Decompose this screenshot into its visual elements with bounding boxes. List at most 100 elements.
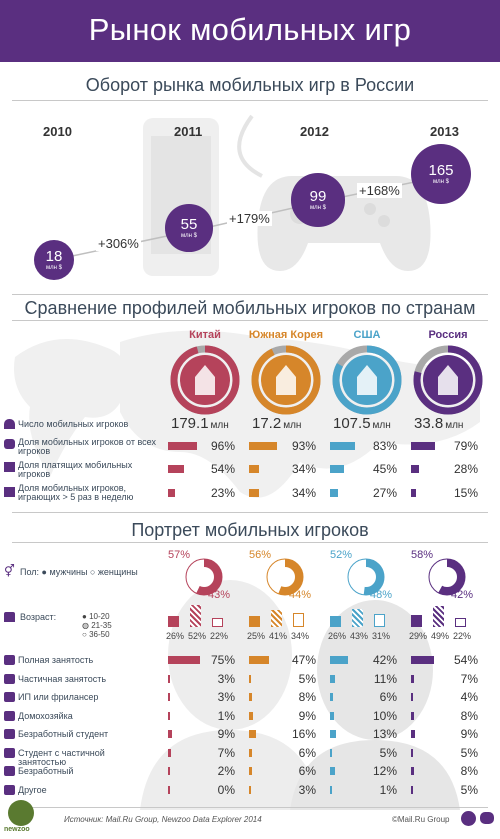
briefcase-icon xyxy=(4,655,15,665)
occupation-label: Домохозяйка xyxy=(18,710,73,721)
country-ring-icon xyxy=(413,345,483,415)
gender-donut xyxy=(266,558,304,596)
men-pct: 52% xyxy=(330,549,353,561)
age-bar xyxy=(374,613,385,627)
women-pct: 44% xyxy=(289,589,312,601)
occupation-value: 10% xyxy=(372,708,397,723)
occupation-bar xyxy=(168,730,172,738)
row-label: Доля мобильных игроков, играющих > 5 раз… xyxy=(18,483,134,502)
age-value: 34% xyxy=(291,631,310,641)
occupation-bar xyxy=(330,730,336,738)
age-label: Возраст: xyxy=(20,612,57,622)
occupation-bar xyxy=(249,785,251,794)
silhouette-background xyxy=(140,580,460,810)
occupation-bar xyxy=(330,767,336,775)
divider xyxy=(12,512,488,513)
occupation-value: 1% xyxy=(217,708,235,723)
share-bar xyxy=(411,489,416,497)
players-value: 33.8 млн xyxy=(414,415,464,432)
share-value: 15% xyxy=(453,486,478,500)
age-value: 22% xyxy=(453,631,472,641)
divider xyxy=(12,100,488,101)
age-value: 22% xyxy=(210,631,229,641)
share-bar xyxy=(411,442,435,450)
occupation-bar xyxy=(411,711,415,720)
divider xyxy=(12,542,488,543)
age-value: 52% xyxy=(188,631,207,641)
row-label: Число мобильных игроков xyxy=(18,419,129,429)
occupation-bar xyxy=(330,693,333,701)
occupation-value: 5% xyxy=(460,782,478,797)
men-pct: 57% xyxy=(168,549,191,561)
occupation-value: 6% xyxy=(298,764,316,778)
share-value: 93% xyxy=(291,439,316,453)
occupation-value: 3% xyxy=(217,671,235,686)
id-card-icon xyxy=(4,692,15,702)
occupation-bar xyxy=(330,711,335,720)
occupation-bar xyxy=(249,767,252,775)
occupation-bar xyxy=(330,785,332,794)
row-label: Доля платящих мобильных игроков xyxy=(18,460,133,479)
gender-donut xyxy=(185,558,223,596)
occupation-value: 1% xyxy=(379,782,397,797)
occupation-value: 3% xyxy=(217,690,235,704)
growth-label: +168% xyxy=(357,183,402,198)
year-label: 2011 xyxy=(174,124,203,139)
package-icon xyxy=(4,462,15,472)
age-bar xyxy=(330,616,341,627)
occupation-value: 12% xyxy=(372,764,397,778)
occupation-value: 2% xyxy=(217,764,235,778)
occupation-bar xyxy=(411,730,415,738)
country-name: Китай xyxy=(189,329,221,341)
age-bar xyxy=(168,616,179,627)
newzoo-logo-text: newzoo xyxy=(4,826,30,833)
gender-legend: Пол: ● мужчины ○ женщины xyxy=(20,567,138,577)
women-pct: 48% xyxy=(370,589,393,601)
share-value: 79% xyxy=(453,439,478,453)
market-title: Оборот рынка мобильных игр в России xyxy=(85,75,415,95)
occupation-value: 75% xyxy=(210,653,235,667)
age-legend: ● 10-20 ◍ 21-35 ○ 36-50 xyxy=(82,612,112,639)
share-bar xyxy=(168,489,175,497)
occupation-value: 4% xyxy=(460,690,478,704)
age-value: 41% xyxy=(269,631,288,641)
year-label: 2012 xyxy=(300,124,329,139)
age-bar xyxy=(190,605,201,627)
student-work-icon xyxy=(4,747,15,758)
occupation-bar xyxy=(249,656,270,664)
occupation-bar xyxy=(330,656,348,664)
age-value: 25% xyxy=(247,631,266,641)
occupation-value: 6% xyxy=(379,690,397,704)
market-bubble-2010: 18 млн $ xyxy=(34,240,74,280)
occupation-value: 8% xyxy=(460,708,478,723)
gamepad-icon xyxy=(480,812,494,824)
row-label: Доля мобильных игроков от всех игроков xyxy=(18,437,156,456)
mailru-logo-icon xyxy=(461,811,476,826)
occupation-value: 54% xyxy=(453,653,478,667)
share-value: 83% xyxy=(372,439,397,453)
country-ring-icon xyxy=(170,345,240,415)
age-value: 26% xyxy=(328,631,347,641)
age-value: 43% xyxy=(350,631,369,641)
occupation-bar xyxy=(411,767,415,775)
occupation-value: 42% xyxy=(372,653,397,667)
occupation-value: 6% xyxy=(298,745,316,760)
occupation-label: Студент с частичной занятостью xyxy=(18,747,105,767)
occupation-label: ИП или фрилансер xyxy=(18,692,99,702)
occupation-bar xyxy=(168,767,170,775)
occupation-bar xyxy=(411,693,413,701)
occupation-bar xyxy=(330,748,333,757)
home-icon xyxy=(4,710,15,721)
players-value: 107.5 млн xyxy=(333,415,391,432)
players-value: 179.1 млн xyxy=(171,415,229,432)
share-value: 34% xyxy=(291,486,316,500)
gamepad-icon xyxy=(4,439,15,449)
gender-donut xyxy=(347,558,385,596)
market-bubble-2013: 165 млн $ xyxy=(411,144,471,204)
country-ring-icon xyxy=(251,345,321,415)
women-pct: 43% xyxy=(208,589,231,601)
age-bar xyxy=(249,616,260,627)
occupation-value: 8% xyxy=(460,764,478,778)
year-label: 2013 xyxy=(430,124,459,139)
age-value: 26% xyxy=(166,631,185,641)
